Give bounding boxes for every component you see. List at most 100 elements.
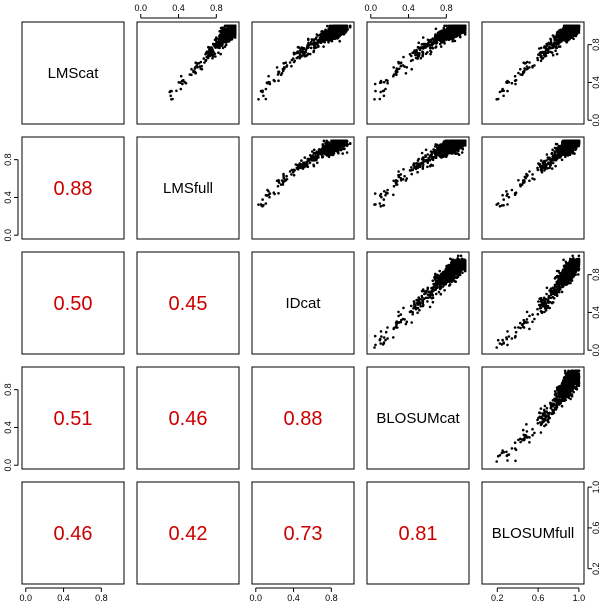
point: [188, 73, 192, 76]
point: [403, 65, 406, 68]
point: [522, 61, 525, 64]
panel-r0-c0: LMScat: [21, 21, 125, 125]
point: [190, 67, 193, 71]
point: [419, 56, 423, 60]
point: [200, 64, 203, 68]
point: [337, 144, 341, 148]
point: [211, 56, 214, 60]
point: [290, 58, 294, 62]
point: [440, 35, 443, 38]
point: [322, 35, 326, 39]
point: [272, 78, 276, 82]
point: [310, 158, 313, 162]
point: [229, 24, 233, 28]
point: [557, 34, 560, 37]
point: [421, 53, 425, 56]
point: [233, 33, 237, 36]
point: [429, 46, 432, 50]
point: [320, 153, 324, 157]
point: [317, 41, 321, 44]
point: [212, 42, 215, 46]
point: [231, 31, 234, 35]
point: [223, 45, 227, 48]
point: [194, 61, 197, 64]
point: [342, 140, 346, 144]
point: [525, 60, 529, 64]
point: [325, 147, 328, 150]
point: [170, 98, 173, 101]
point: [570, 28, 573, 32]
point: [221, 46, 225, 50]
panel-frame: [21, 21, 125, 125]
point: [384, 193, 387, 197]
point: [304, 54, 308, 58]
point: [277, 181, 281, 184]
point: [306, 158, 310, 162]
point: [333, 141, 337, 144]
point: [209, 46, 212, 50]
point: [276, 184, 280, 188]
point: [312, 148, 316, 152]
point: [233, 30, 237, 34]
point: [268, 192, 272, 195]
point: [204, 58, 208, 62]
point: [510, 81, 514, 85]
point: [410, 166, 413, 169]
point: [310, 38, 314, 41]
panel-r1-c3: [366, 136, 470, 240]
point: [320, 38, 324, 42]
point: [348, 24, 352, 28]
point: [224, 27, 227, 31]
point: [417, 54, 421, 58]
panel-r0-c2: [251, 21, 355, 125]
point: [322, 139, 326, 143]
point: [348, 142, 352, 145]
point: [331, 34, 335, 38]
point: [424, 159, 427, 162]
point: [290, 64, 293, 68]
point: [312, 50, 315, 54]
point: [336, 37, 339, 40]
point: [421, 42, 425, 46]
point: [284, 61, 288, 64]
point: [203, 61, 206, 64]
point: [541, 50, 544, 54]
point: [420, 46, 424, 50]
point: [297, 51, 300, 54]
point: [430, 43, 434, 47]
point: [321, 30, 324, 33]
point: [571, 31, 575, 35]
point: [556, 38, 560, 42]
point: [264, 87, 268, 91]
point: [285, 65, 288, 68]
point: [226, 36, 229, 40]
point: [558, 45, 562, 48]
variable-label: LMScat: [48, 65, 100, 82]
point: [327, 155, 331, 159]
point: [397, 61, 400, 64]
point: [266, 81, 269, 85]
point: [392, 74, 395, 78]
point: [566, 27, 569, 31]
point: [563, 36, 567, 40]
point: [417, 46, 421, 50]
point: [502, 94, 505, 98]
point: [229, 31, 232, 34]
point: [411, 58, 415, 62]
point: [214, 46, 217, 49]
point: [192, 70, 195, 74]
point: [317, 156, 320, 159]
point: [558, 41, 561, 44]
point: [326, 34, 329, 38]
point: [315, 158, 318, 161]
point: [560, 35, 564, 38]
point: [282, 67, 285, 71]
point: [315, 33, 319, 36]
point: [308, 52, 312, 56]
point: [399, 64, 403, 68]
point: [276, 73, 280, 76]
point: [394, 70, 398, 74]
panel-r0-c3: [366, 21, 470, 125]
point: [513, 74, 517, 78]
point: [292, 51, 296, 55]
